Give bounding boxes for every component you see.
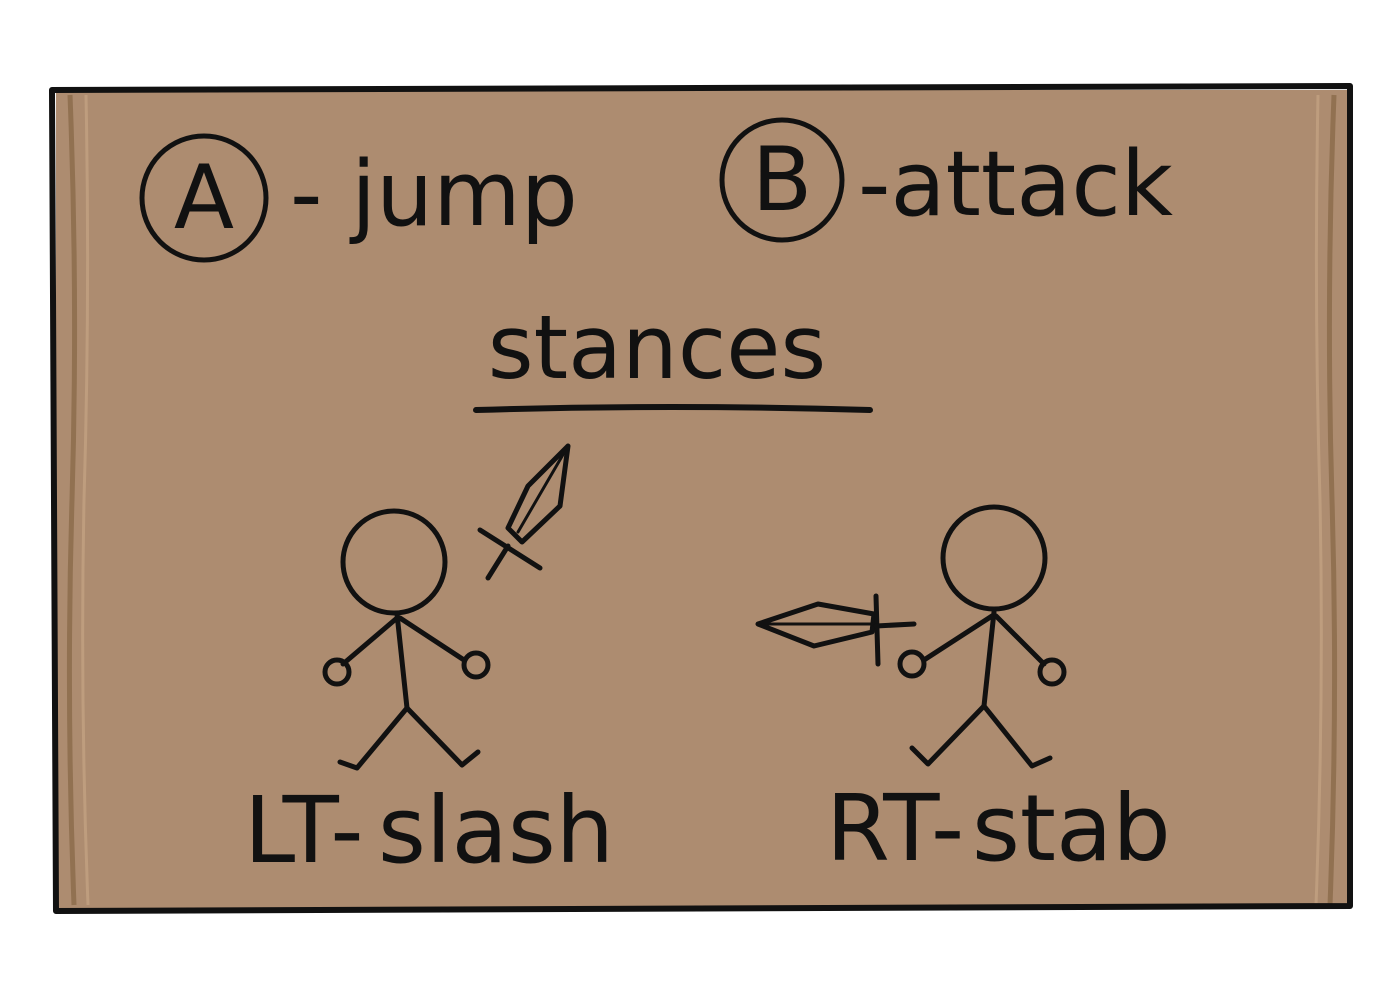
stance-label-stab: RT- stab [826,775,1171,882]
b-button-action-label: -attack [858,132,1173,237]
a-button-action-label: - jump [290,142,578,247]
figure-head [940,504,1048,612]
stance-trigger: RT- [826,775,964,882]
stance-figure-slash [322,508,491,771]
figure-left-hand [897,649,927,679]
section-title-underline [473,404,873,413]
a-button-glyph: A [174,146,234,249]
b-button-glyph: B [752,128,812,231]
sword-raised-icon [477,443,571,581]
b-button-control: B -attack [719,117,1173,243]
figure-right-hand [1037,657,1067,687]
figure-left-arm [921,613,995,663]
section-title: stances [488,296,826,399]
figure-right-arm [397,615,467,663]
figure-left-hand [322,657,352,687]
stance-action: slash [378,777,614,884]
figure-right-hand [461,650,491,680]
stance-figure-stab [897,504,1067,769]
figure-body [981,609,997,709]
stances-heading: stances [473,296,873,413]
figure-right-arm [993,613,1047,667]
b-button-icon [719,117,845,243]
stance-action: stab [972,775,1171,882]
figure-head [340,508,448,616]
figure-left-arm [340,615,400,667]
a-button-control: A - jump [139,133,578,263]
stance-trigger: LT- [244,777,364,884]
a-button-icon [139,133,269,263]
figure-body [394,611,410,711]
sword-thrust-icon [755,593,917,667]
board-panel [49,83,1353,914]
stance-label-slash: LT- slash [244,777,614,884]
figure-right-leg [404,705,481,768]
figure-left-leg [337,705,410,771]
figure-left-leg [909,703,987,767]
figure-right-leg [981,703,1053,769]
